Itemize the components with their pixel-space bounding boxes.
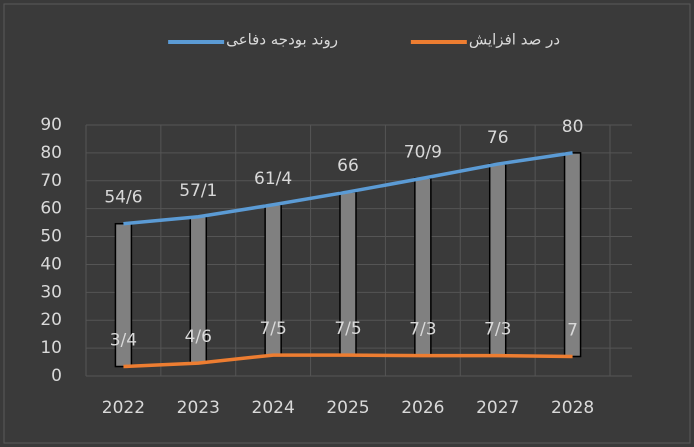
data-label: 4/6	[185, 327, 212, 347]
y-tick-label: 40	[40, 254, 62, 274]
y-tick-label: 0	[51, 366, 62, 386]
y-tick-label: 30	[40, 282, 62, 302]
x-tick-label: 2025	[326, 398, 369, 418]
y-tick-label: 60	[40, 199, 62, 219]
legend-label: در صد افزایش	[469, 31, 560, 49]
x-tick-label: 2024	[252, 398, 295, 418]
series-line	[123, 353, 573, 369]
y-tick-label: 20	[40, 310, 62, 330]
data-label: 3/4	[110, 331, 137, 351]
y-tick-label: 80	[40, 143, 62, 163]
data-label: 80	[562, 117, 584, 137]
y-tick-label: 10	[40, 338, 62, 358]
y-tick-label: 50	[40, 227, 62, 247]
data-label: 70/9	[404, 142, 442, 162]
y-tick-label: 90	[40, 115, 62, 135]
x-tick-label: 2028	[551, 398, 594, 418]
y-tick-label: 70	[40, 171, 62, 191]
legend-label: روند بودجه دفاعی	[226, 31, 338, 49]
data-label: 7/5	[334, 319, 361, 339]
x-tick-label: 2022	[102, 398, 145, 418]
data-label: 54/6	[104, 188, 142, 208]
data-label: 61/4	[254, 169, 292, 189]
data-label: 7/3	[484, 320, 511, 340]
data-label: 7/5	[259, 319, 286, 339]
x-tick-label: 2027	[476, 398, 519, 418]
data-label: 66	[337, 156, 359, 176]
data-label: 76	[487, 128, 509, 148]
series-line	[123, 151, 573, 226]
data-label: 57/1	[179, 181, 217, 201]
data-label: 7/3	[409, 320, 436, 340]
data-label: 7	[567, 320, 578, 340]
x-tick-label: 2026	[401, 398, 444, 418]
x-tick-label: 2023	[177, 398, 220, 418]
